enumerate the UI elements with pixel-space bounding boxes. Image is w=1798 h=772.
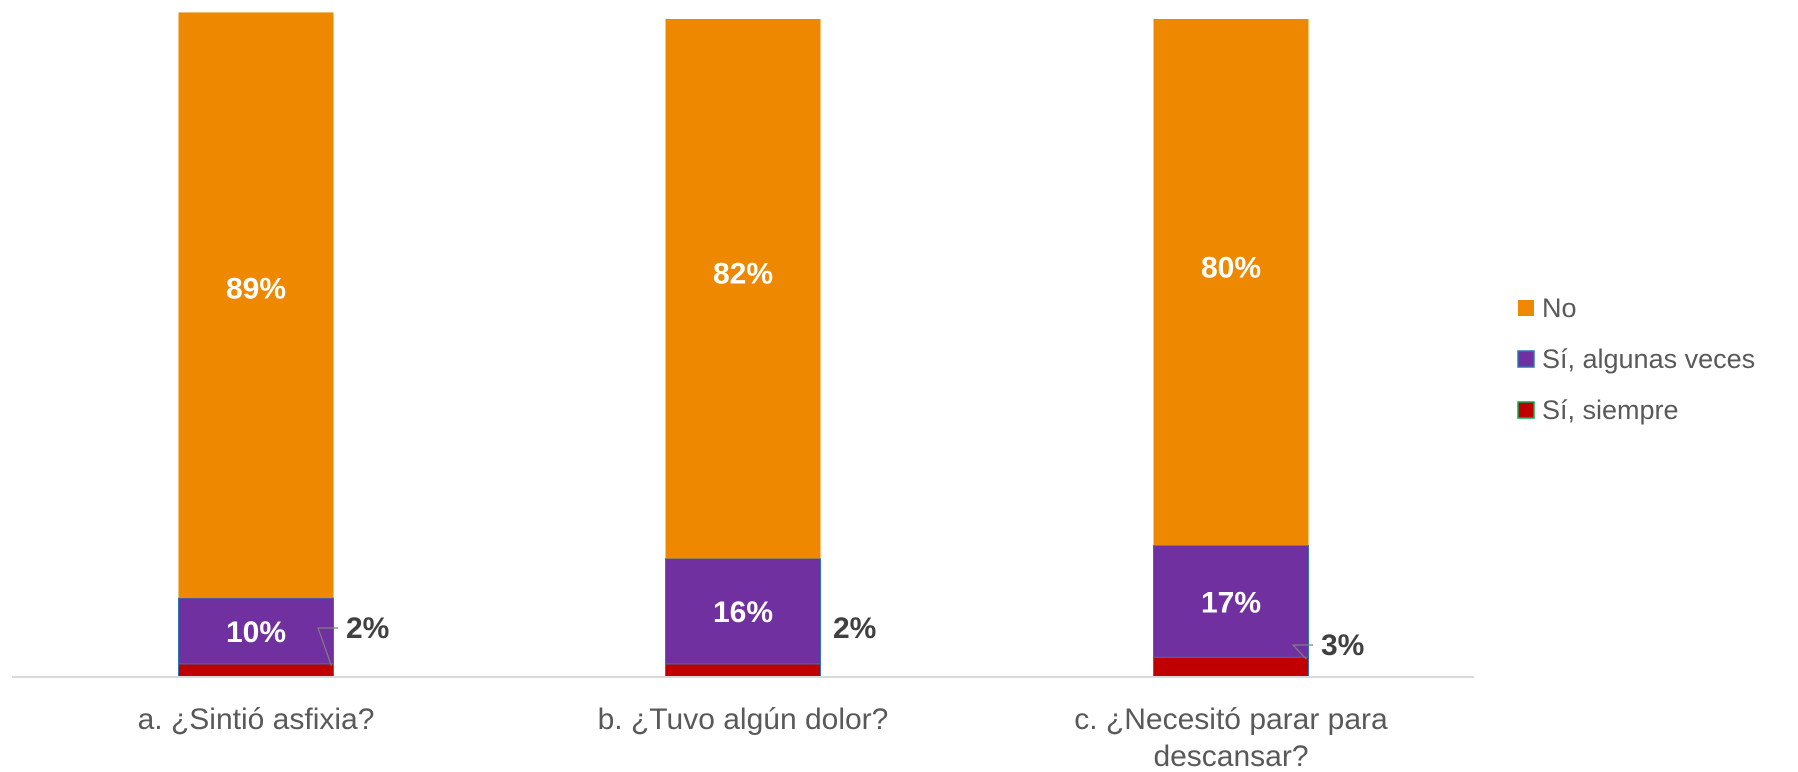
- data-label-no-2: 82%: [713, 258, 773, 291]
- bar-si-siempre-1: [178, 663, 334, 678]
- legend: No Sí, algunas veces Sí, siempre: [1517, 293, 1755, 425]
- data-label-si-siempre-3: 3%: [1321, 629, 1364, 662]
- category-label-2: b. ¿Tuvo algún dolor?: [598, 703, 889, 736]
- bar-si-algunas-veces-3: [1153, 544, 1309, 658]
- legend-label-si-algunas-veces: Sí, algunas veces: [1542, 344, 1755, 374]
- data-label-si-algunas-veces-3: 17%: [1201, 586, 1261, 619]
- bar-no-1: [178, 12, 334, 599]
- bar-si-algunas-veces-1: [178, 597, 334, 665]
- category-label-3: descansar?: [1153, 740, 1308, 772]
- category-labels-layer: a. ¿Sintió asfixia? b. ¿Tuvo algún dolor?…: [138, 703, 1388, 772]
- legend-label-no: No: [1542, 293, 1577, 323]
- legend-swatch-no: [1518, 300, 1534, 316]
- data-label-si-siempre-1: 2%: [346, 612, 389, 645]
- bar-no-3: [1153, 19, 1309, 546]
- bar-si-siempre-2: [665, 663, 821, 678]
- category-label-1: a. ¿Sintió asfixia?: [138, 703, 375, 736]
- data-label-no-3: 80%: [1201, 251, 1261, 284]
- data-label-no-1: 89%: [226, 273, 286, 306]
- data-label-si-algunas-veces-2: 16%: [713, 596, 773, 629]
- leader-line-3: [1291, 644, 1313, 660]
- legend-swatch-si-siempre: [1517, 401, 1535, 419]
- legend-label-si-siempre: Sí, siempre: [1542, 395, 1679, 425]
- data-label-si-siempre-2: 2%: [833, 612, 876, 645]
- leader-line-1: [317, 627, 338, 667]
- bar-si-siempre-3: [1153, 656, 1309, 678]
- data-label-si-algunas-veces-1: 10%: [226, 616, 286, 649]
- category-label-3: c. ¿Necesitó parar para: [1074, 703, 1388, 736]
- legend-swatch-si-algunas-veces: [1517, 350, 1535, 368]
- bars-layer: [178, 12, 1309, 678]
- data-labels-layer: 2% 10% 89% 2% 16% 82% 3% 17% 80%: [226, 251, 1364, 667]
- bar-no-2: [665, 19, 821, 559]
